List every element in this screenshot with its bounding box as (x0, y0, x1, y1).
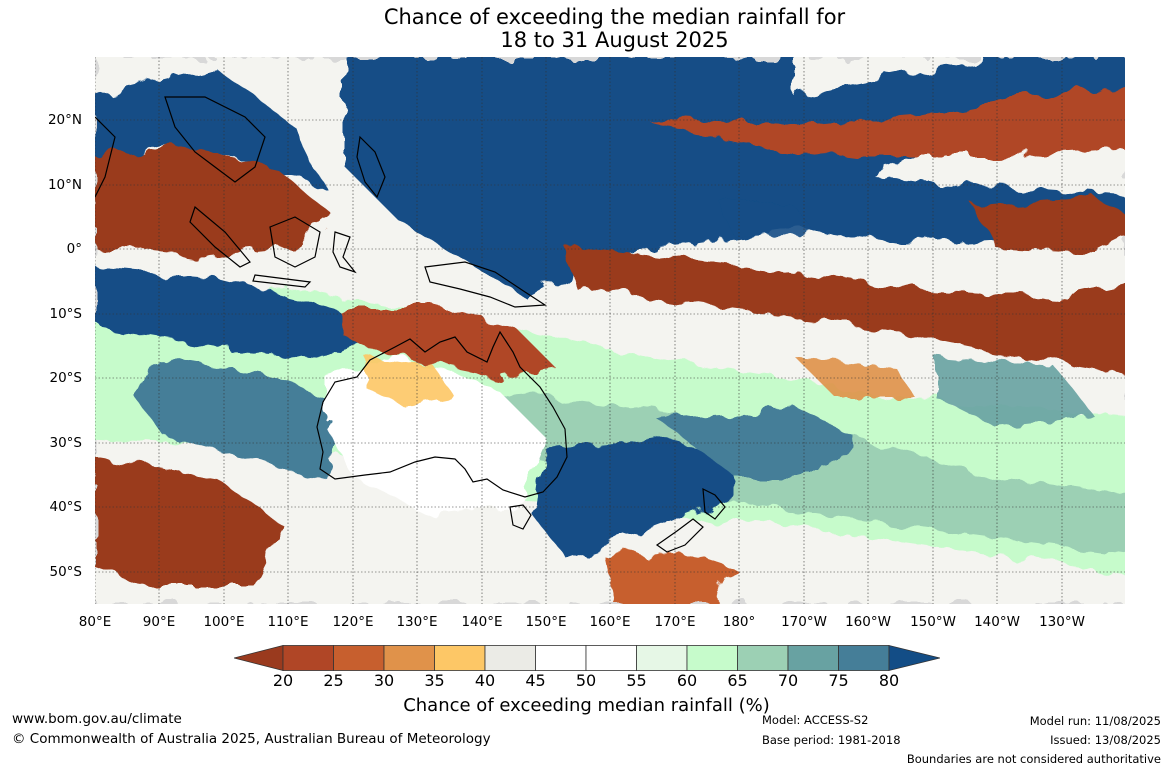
borneo-coastline (269, 216, 321, 268)
dry-zone-north-pacific (645, 88, 1125, 157)
colorbar-swatch-50-55 (585, 645, 637, 671)
colorbar-tick-55: 55 (626, 671, 647, 690)
lon-label-130w: 130°W (1039, 614, 1085, 630)
neutral-zone-australia (325, 357, 545, 517)
colorbar-tick-50: 50 (575, 671, 597, 690)
colorbar-tick-75: 75 (828, 671, 849, 690)
dry-zone-mid-pacific (975, 197, 1125, 252)
copyright-text: © Commonwealth of Australia 2025, Austra… (12, 731, 491, 747)
colorbar-high-arrow (888, 645, 940, 671)
colorbar-swatch-70-75 (787, 645, 839, 671)
australia-coastline (316, 330, 568, 498)
colorbar (234, 645, 940, 671)
colorbar-swatch-75-80 (838, 645, 890, 671)
colorbar-label: Chance of exceeding median rainfall (%) (403, 695, 770, 716)
colorbar-swatch-65-70 (737, 645, 789, 671)
new-guinea-coastline (424, 261, 547, 308)
website-link[interactable]: www.bom.gov.au/climate (12, 711, 182, 727)
colorbar-tick-65: 65 (727, 671, 748, 690)
wet-patch-1 (715, 197, 815, 237)
map-canvas (95, 57, 1125, 604)
colorbar-tick-45: 45 (525, 671, 546, 690)
lon-label-170e: 170°E (654, 614, 696, 630)
colorbar-tick-40: 40 (474, 671, 496, 690)
sulawesi-coastline (332, 231, 357, 274)
colorbar-tick-80: 80 (878, 671, 900, 690)
base-period: Base period: 1981-2018 (762, 733, 901, 747)
wet-zone-southwest (135, 357, 345, 477)
colorbar-tick-20: 20 (272, 671, 294, 690)
tasmania-coastline (509, 504, 532, 530)
boundaries-disclaimer: Boundaries are not considered authoritat… (906, 752, 1161, 766)
colorbar-swatch-30-35 (383, 645, 435, 671)
colorbar-tick-60: 60 (676, 671, 698, 690)
lat-label-20n: 20°N (47, 112, 82, 128)
dry-patch-1 (365, 357, 455, 407)
wet-zone-southeast-asia (95, 67, 325, 187)
dry-zone-south-nz (605, 547, 735, 604)
map-title: Chance of exceeding the median rainfall … (0, 6, 1173, 52)
colorbar-swatch-35-40 (434, 645, 486, 671)
india-coastline (95, 116, 116, 198)
rainfall-map[interactable] (95, 57, 1125, 604)
lat-label-10n: 10°N (47, 177, 82, 193)
coastlines (95, 96, 726, 553)
lon-label-140e: 140°E (461, 614, 503, 630)
lon-label-140w: 140°W (974, 614, 1020, 630)
new-zealand-coastline (655, 487, 726, 553)
lat-label-40s: 40°S (49, 499, 83, 515)
colorbar-tick-30: 30 (373, 671, 395, 690)
lon-label-100e: 100°E (203, 614, 245, 630)
graticule (95, 57, 1125, 604)
colorbar-swatch-25-30 (333, 645, 385, 671)
colorbar-tick-70: 70 (777, 671, 799, 690)
wet-zone-indian-ocean (95, 267, 375, 357)
colorbar-swatch-40-45 (484, 645, 536, 671)
dry-patch-2 (795, 357, 915, 397)
lon-label-160e: 160°E (589, 614, 631, 630)
lon-label-170w: 170°W (781, 614, 827, 630)
colorbar-tick-25: 25 (323, 671, 344, 690)
wet-zone-east (655, 407, 855, 477)
lon-label-90e: 90°E (142, 614, 176, 630)
lon-label-120e: 120°E (332, 614, 374, 630)
sumatra-coastline (189, 205, 251, 268)
dry-zone-west (95, 147, 335, 257)
dry-zone-equatorial (565, 247, 1125, 374)
lon-label-150w: 150°W (910, 614, 956, 630)
lat-label-10s: 10°S (49, 306, 83, 322)
indochina-coastline (164, 96, 266, 183)
title-line-2: 18 to 31 August 2025 (500, 28, 729, 52)
lat-label-0: 0° (66, 241, 82, 257)
lat-label-50s: 50°S (49, 564, 83, 580)
colorbar-tick-35: 35 (424, 671, 445, 690)
dry-zone-north-australia (335, 307, 555, 377)
dry-zone-southwest-ocean (95, 457, 285, 587)
colorbar-swatch-45-50 (535, 645, 587, 671)
colorbar-swatch-60-65 (686, 645, 738, 671)
title-line-1: Chance of exceeding the median rainfall … (383, 5, 846, 29)
java-coastline (252, 274, 312, 288)
lon-label-110e: 110°E (267, 614, 309, 630)
lon-label-80e: 80°E (78, 614, 112, 630)
model-run-date: Model run: 11/08/2025 (1029, 714, 1161, 728)
lon-label-160w: 160°W (845, 614, 891, 630)
colorbar-low-arrow (234, 645, 284, 671)
wet-patch-2 (935, 357, 1095, 427)
lon-label-150e: 150°E (525, 614, 567, 630)
lon-label-130e: 130°E (396, 614, 438, 630)
lat-label-30s: 30°S (49, 435, 83, 451)
lat-label-20s: 20°S (49, 370, 83, 386)
lon-label-180: 180° (722, 614, 756, 630)
wet-zone-tasman (535, 437, 735, 557)
issued-date: Issued: 13/08/2025 (1050, 733, 1161, 747)
colorbar-swatch-55-60 (636, 645, 688, 671)
philippines-coastline (356, 135, 386, 199)
colorbar-swatch-20-25 (282, 645, 334, 671)
model-name: Model: ACCESS-S2 (762, 713, 869, 727)
